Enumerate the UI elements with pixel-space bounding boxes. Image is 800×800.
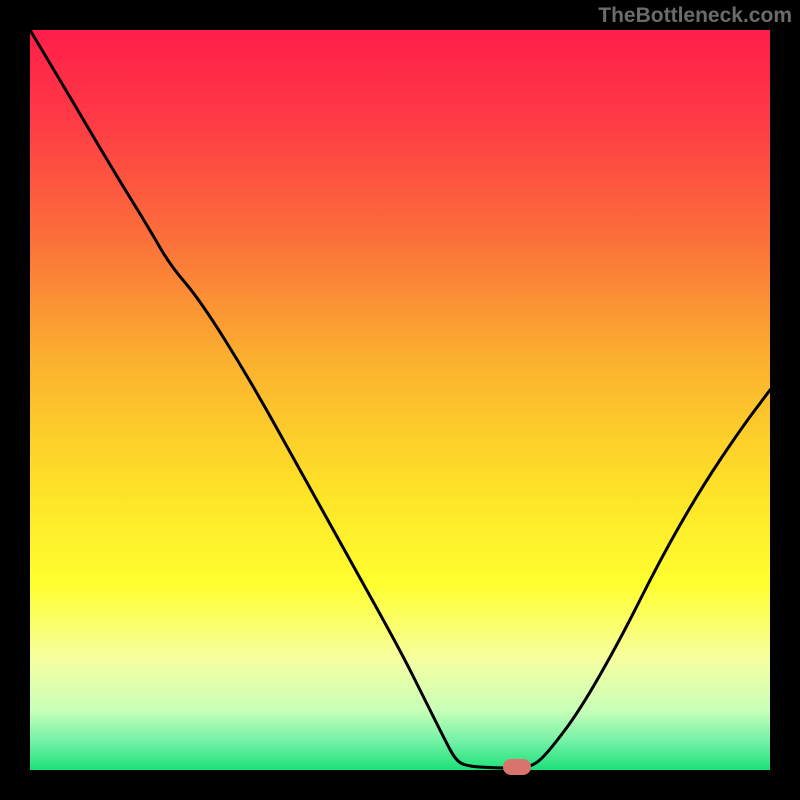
optimum-marker: [503, 759, 531, 775]
chart-gradient-background: [30, 30, 770, 770]
bottleneck-curve-chart: [0, 0, 800, 800]
watermark-text: TheBottleneck.com: [598, 4, 792, 28]
chart-container: TheBottleneck.com: [0, 0, 800, 800]
